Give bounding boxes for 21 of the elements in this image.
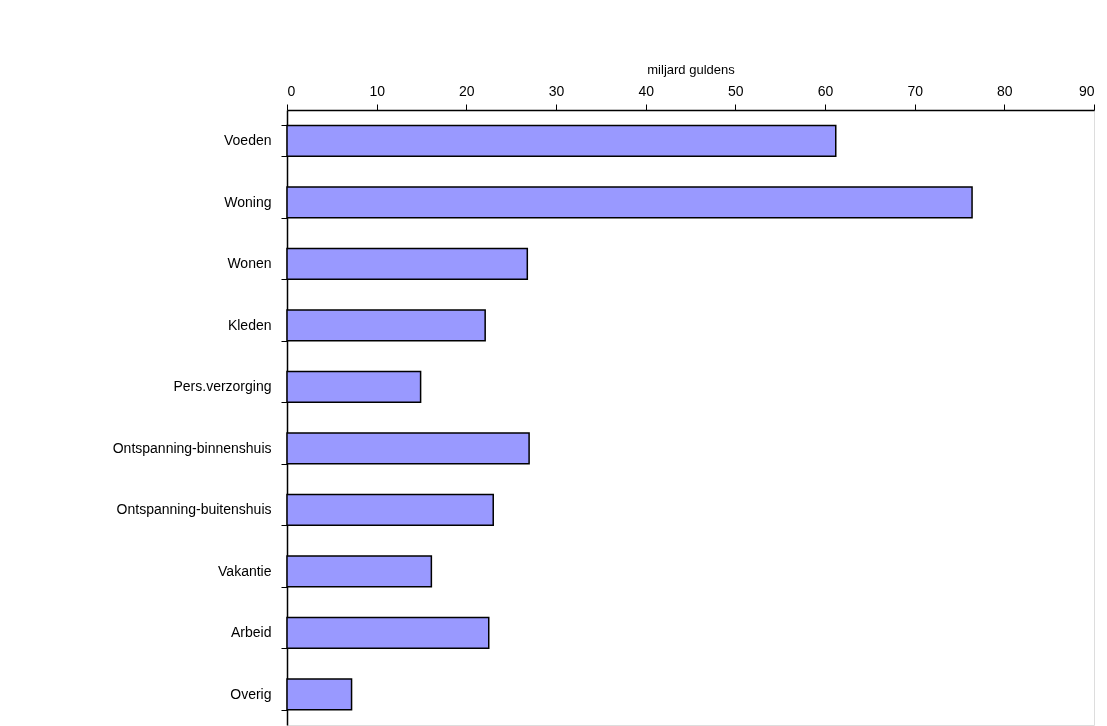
y-tick-label: Kleden [227,316,272,333]
y-tick-label: Ontspanning-buitenshuis [116,501,272,518]
y-tick-label: Pers.verzorging [173,378,272,395]
x-tick-label: 0 [287,82,296,99]
y-tick-label: Overig [230,685,272,702]
x-tick-label: 70 [907,82,924,99]
x-tick-label: 30 [548,82,565,99]
x-tick-label: 60 [817,82,834,99]
y-tick-label: Woning [224,193,272,210]
y-tick-label: Arbeid [231,624,272,641]
x-tick-label: 90 [1078,82,1095,99]
x-tick-label: 10 [369,82,386,99]
y-tick-label: Voeden [224,132,272,149]
y-tick-label: Vakantie [218,562,272,579]
x-tick-label: 40 [638,82,655,99]
y-tick-label: Wonen [227,255,272,272]
x-tick-label: 80 [997,82,1013,99]
x-axis-title: miljard guldens [647,61,736,77]
x-tick-label: 20 [459,82,475,99]
y-tick-label: Ontspanning-binnenshuis [112,439,272,456]
x-tick-label: 50 [728,82,744,99]
